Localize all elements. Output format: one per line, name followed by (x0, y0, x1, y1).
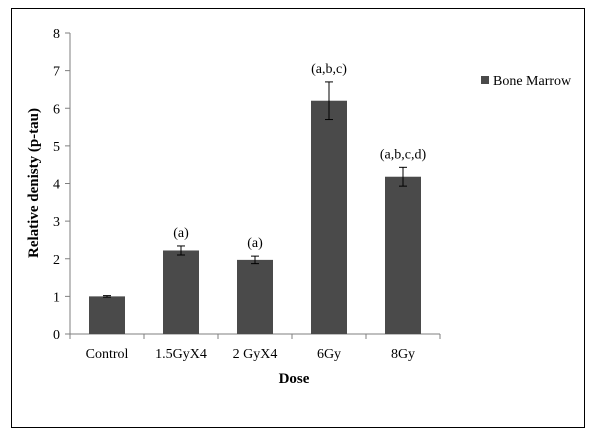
legend: Bone Marrow (481, 74, 572, 89)
y-tick-label: 3 (53, 215, 60, 230)
y-tick-label: 5 (53, 140, 60, 155)
legend-label: Bone Marrow (493, 74, 572, 89)
significance-label: (a,b,c,d) (380, 147, 427, 162)
bars (89, 81, 421, 334)
y-axis: 0 1 2 3 4 5 6 7 8 (53, 27, 71, 343)
bar-chart: 0 1 2 3 4 5 6 7 8 Control 1.5GyX4 2 GyX4 6Gy 8Gy (a)… (26, 27, 572, 387)
y-tick-label: 0 (53, 328, 60, 343)
significance-label: (a) (173, 226, 189, 241)
x-tick-label: 1.5GyX4 (155, 347, 207, 362)
y-tick-label: 7 (53, 65, 60, 80)
bar (385, 176, 421, 334)
y-tick-label: 1 (53, 290, 60, 305)
x-axis-title: Dose (279, 371, 310, 387)
y-axis-title: Relative denisty (p-tau) (26, 108, 42, 258)
x-tick-label: Control (86, 347, 129, 362)
x-tick-label: 2 GyX4 (233, 347, 278, 362)
significance-label: (a) (247, 236, 263, 251)
annotations: (a) (a) (a,b,c) (a,b,c,d) (173, 62, 426, 251)
bar (163, 250, 199, 334)
y-tick-label: 2 (53, 253, 60, 268)
y-tick-label: 4 (53, 178, 60, 193)
y-tick-label: 8 (53, 27, 60, 42)
x-tick-label: 8Gy (391, 347, 415, 362)
bar (311, 100, 347, 334)
bar (237, 259, 273, 334)
y-tick-label: 6 (53, 102, 60, 117)
x-tick-label: 6Gy (317, 347, 341, 362)
x-axis: Control 1.5GyX4 2 GyX4 6Gy 8Gy (69, 333, 441, 362)
legend-swatch (481, 76, 489, 84)
significance-label: (a,b,c) (311, 62, 347, 77)
bar (89, 296, 125, 334)
